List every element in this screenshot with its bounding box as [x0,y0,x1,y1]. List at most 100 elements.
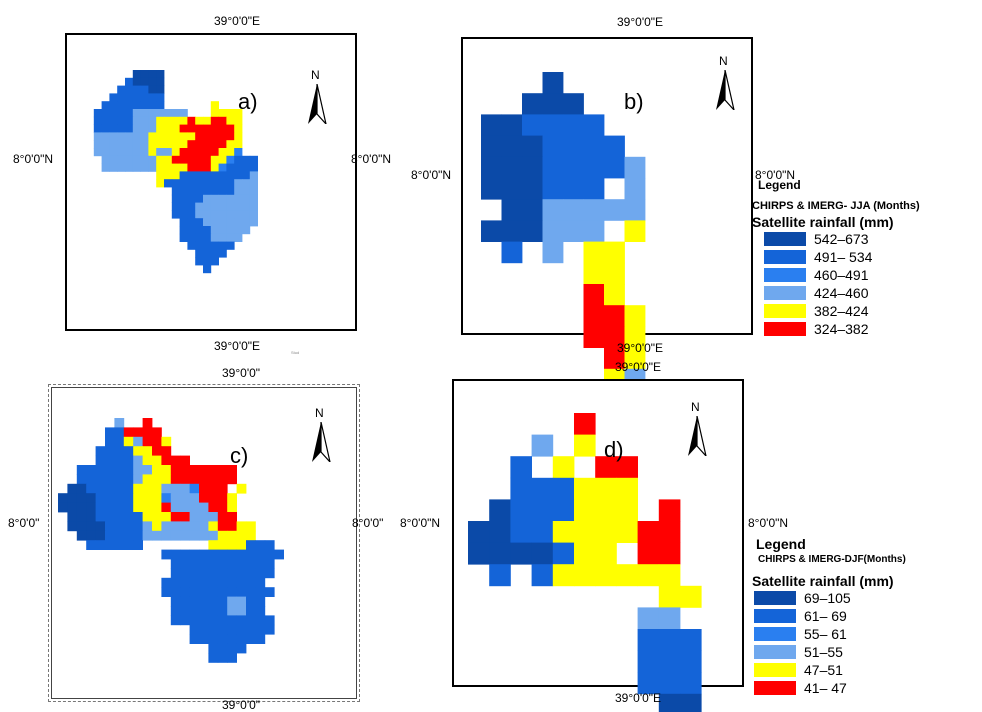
grid-cell [123,530,134,541]
grid-cell [604,135,625,158]
map-d-bottom-coord: 39°0'0"E [615,691,662,705]
grid-cell [199,502,209,513]
grid-cell [125,101,134,110]
grid-cell [171,194,180,203]
grid-cell [595,521,617,543]
grid-cell [255,540,266,550]
grid-cell [658,585,681,608]
grid-cell [217,577,228,588]
north-arrow-icon: N [308,406,334,462]
grid-cell [501,241,523,264]
grid-cell [76,493,87,503]
grid-cell [624,220,646,242]
map-d-label: d) [604,437,624,462]
grid-cell [152,436,162,447]
grid-cell [203,155,212,164]
grid-cell [140,148,149,157]
grid-cell [148,132,157,141]
grid-cell [171,155,180,164]
grid-cell [133,530,143,541]
grid-cell [189,521,200,532]
legend-swatch [764,232,806,246]
grid-cell [242,210,251,219]
grid-cell [187,210,196,219]
grid-cell [199,624,209,635]
grid-cell [217,606,228,616]
grid-cell [133,436,143,447]
grid-cell [105,530,115,541]
grid-cell [152,502,162,513]
grid-cell [236,540,247,550]
grid-cell [203,210,212,219]
grid-cell [142,512,153,522]
grid-cell [199,512,209,522]
legend-swatch [754,627,796,641]
grid-cell [242,218,251,227]
grid-cell [583,178,605,200]
grid-cell [164,124,173,133]
grid-cell [105,455,115,466]
grid-cell [156,148,165,157]
grid-cell [117,116,126,125]
grid-cell [242,155,251,164]
grid-cell [217,549,228,560]
grid-cell [542,241,564,264]
grid-cell [234,210,243,219]
grid-cell [249,218,258,227]
grid-cell [156,116,165,125]
grid-cell [170,521,181,532]
grid-cell [86,483,96,494]
grid-cell [132,163,141,172]
grid-cell [123,436,134,447]
legend-subtitle: CHIRPS & IMERG- JJA (Months) [752,200,920,212]
grid-cell [199,521,209,532]
grid-cell [604,347,625,370]
grid-cell [152,530,162,541]
grid-cell [249,187,258,196]
grid-cell [180,483,190,494]
grid-cell [114,427,125,438]
grid-cell [105,512,115,522]
grid-cell [189,465,200,475]
legend-jja: Legend CHIRPS & IMERG- JJA (Months) Sate… [752,178,920,338]
grid-cell [195,210,204,219]
grid-cell [203,257,212,266]
grid-cell [117,85,126,94]
grid-cell [242,194,251,203]
grid-cell [203,202,212,211]
grid-cell [246,615,256,626]
grid-cell [658,542,681,565]
grid-cell [123,474,134,485]
grid-cell [195,218,204,227]
grid-cell [208,474,219,485]
legend-item: 55– 61 [754,625,906,643]
grid-cell [542,72,564,94]
grid-cell [604,305,625,327]
grid-cell [217,634,228,644]
grid-cell [152,521,162,532]
grid-cell [189,606,200,616]
grid-cell [234,109,243,118]
grid-cell [148,101,157,110]
grid-cell [170,530,181,541]
grid-cell [195,241,204,250]
grid-cell [179,116,188,125]
grid-cell [637,672,660,695]
grid-cell [105,502,115,513]
grid-cell [179,132,188,141]
grid-cell [161,512,172,522]
grid-cell [86,502,96,513]
grid-cell [468,542,490,565]
grid-cell [501,199,523,221]
grid-cell [574,477,596,500]
legend-item: 69–105 [754,589,906,607]
grid-cell [114,521,125,532]
grid-cell [217,483,228,494]
grid-cell [637,542,660,565]
grid-cell [133,446,143,456]
grid-cell [76,521,87,532]
grid-cell [152,455,162,466]
grid-cell [489,499,511,522]
grid-cell [595,542,617,565]
grid-cell [142,436,153,447]
